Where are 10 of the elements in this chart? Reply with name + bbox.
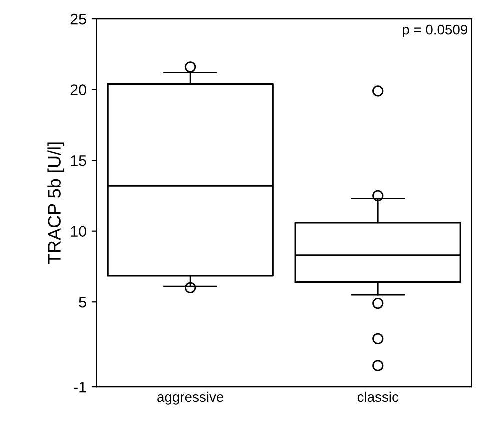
y-axis-title: TRACP 5b [U/l] bbox=[48, 142, 65, 264]
annotation: p = 0.0509 bbox=[403, 24, 468, 38]
y-tick-label: 20 bbox=[70, 84, 86, 96]
x-tick-label: aggressive bbox=[158, 392, 224, 405]
y-tick-label: -1 bbox=[74, 382, 86, 393]
y-tick-label: 25 bbox=[70, 14, 86, 25]
y-tick-label: 10 bbox=[71, 226, 86, 238]
x-tick-label: classic bbox=[358, 392, 399, 402]
y-tick-label: 5 bbox=[79, 297, 86, 308]
y-tick-label: 15 bbox=[71, 156, 86, 166]
